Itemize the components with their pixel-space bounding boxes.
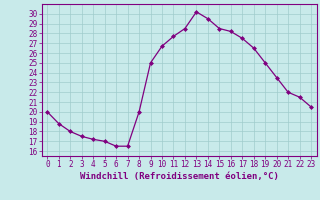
X-axis label: Windchill (Refroidissement éolien,°C): Windchill (Refroidissement éolien,°C) [80, 172, 279, 181]
